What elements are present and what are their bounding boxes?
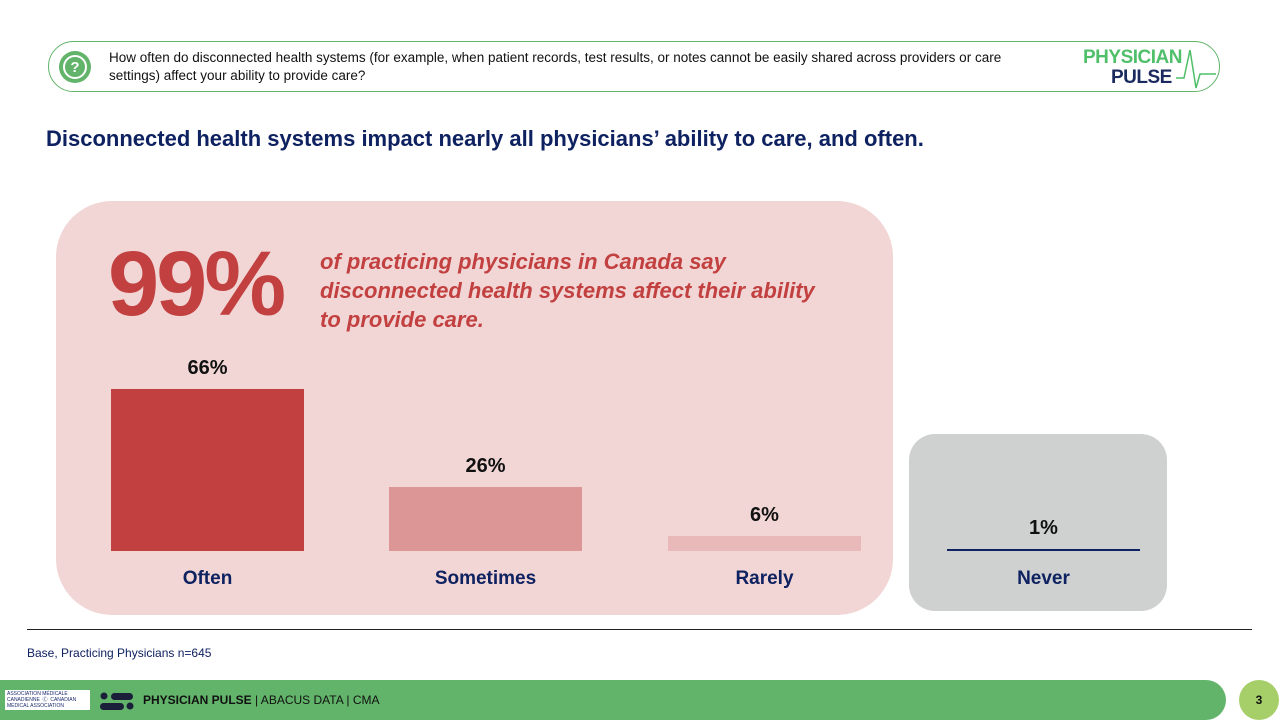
callout-value: 99% [108,233,286,335]
category-label: Sometimes [434,568,537,589]
never-panel [909,434,1167,611]
question-text: How often do disconnected health systems… [109,50,1002,83]
footer-brand: PHYSICIAN PULSE [143,693,252,707]
logo-line1: PHYSICIAN [1083,47,1182,68]
bar-never [947,549,1140,551]
headline: Disconnected health systems impact nearl… [46,126,924,151]
heartbeat-icon [1176,49,1216,89]
data-label: 6% [750,504,779,526]
page-number: 3 [1239,680,1279,720]
bar-sometimes [389,487,582,551]
abacus-logo-icon [100,692,134,710]
callout-text: of practicing physicians in Canada say d… [320,249,815,332]
question-box: ? How often do disconnected health syste… [48,41,1220,92]
footer-text: PHYSICIAN PULSE | ABACUS DATA | CMA [143,693,380,707]
data-label: 26% [465,455,506,477]
bar-often [111,389,304,551]
question-icon: ? [59,51,91,83]
footer: ASSOCIATION MÉDICALE CANADIENNE Ⓒ CANADI… [0,680,1226,720]
physician-pulse-logo: PHYSICIAN PULSE [1081,46,1216,90]
divider [27,629,1252,630]
base-note: Base, Practicing Physicians n=645 [27,646,212,660]
logo-line2: PULSE [1111,67,1172,88]
category-label: Never [1017,568,1070,589]
category-label: Rarely [735,568,794,589]
bar-rarely [668,536,861,551]
footer-sources: | ABACUS DATA | CMA [251,693,380,707]
data-label: 1% [1029,517,1058,539]
cma-logo: ASSOCIATION MÉDICALE CANADIENNE Ⓒ CANADI… [5,690,90,710]
data-label: 66% [187,357,228,379]
category-label: Often [182,568,233,589]
